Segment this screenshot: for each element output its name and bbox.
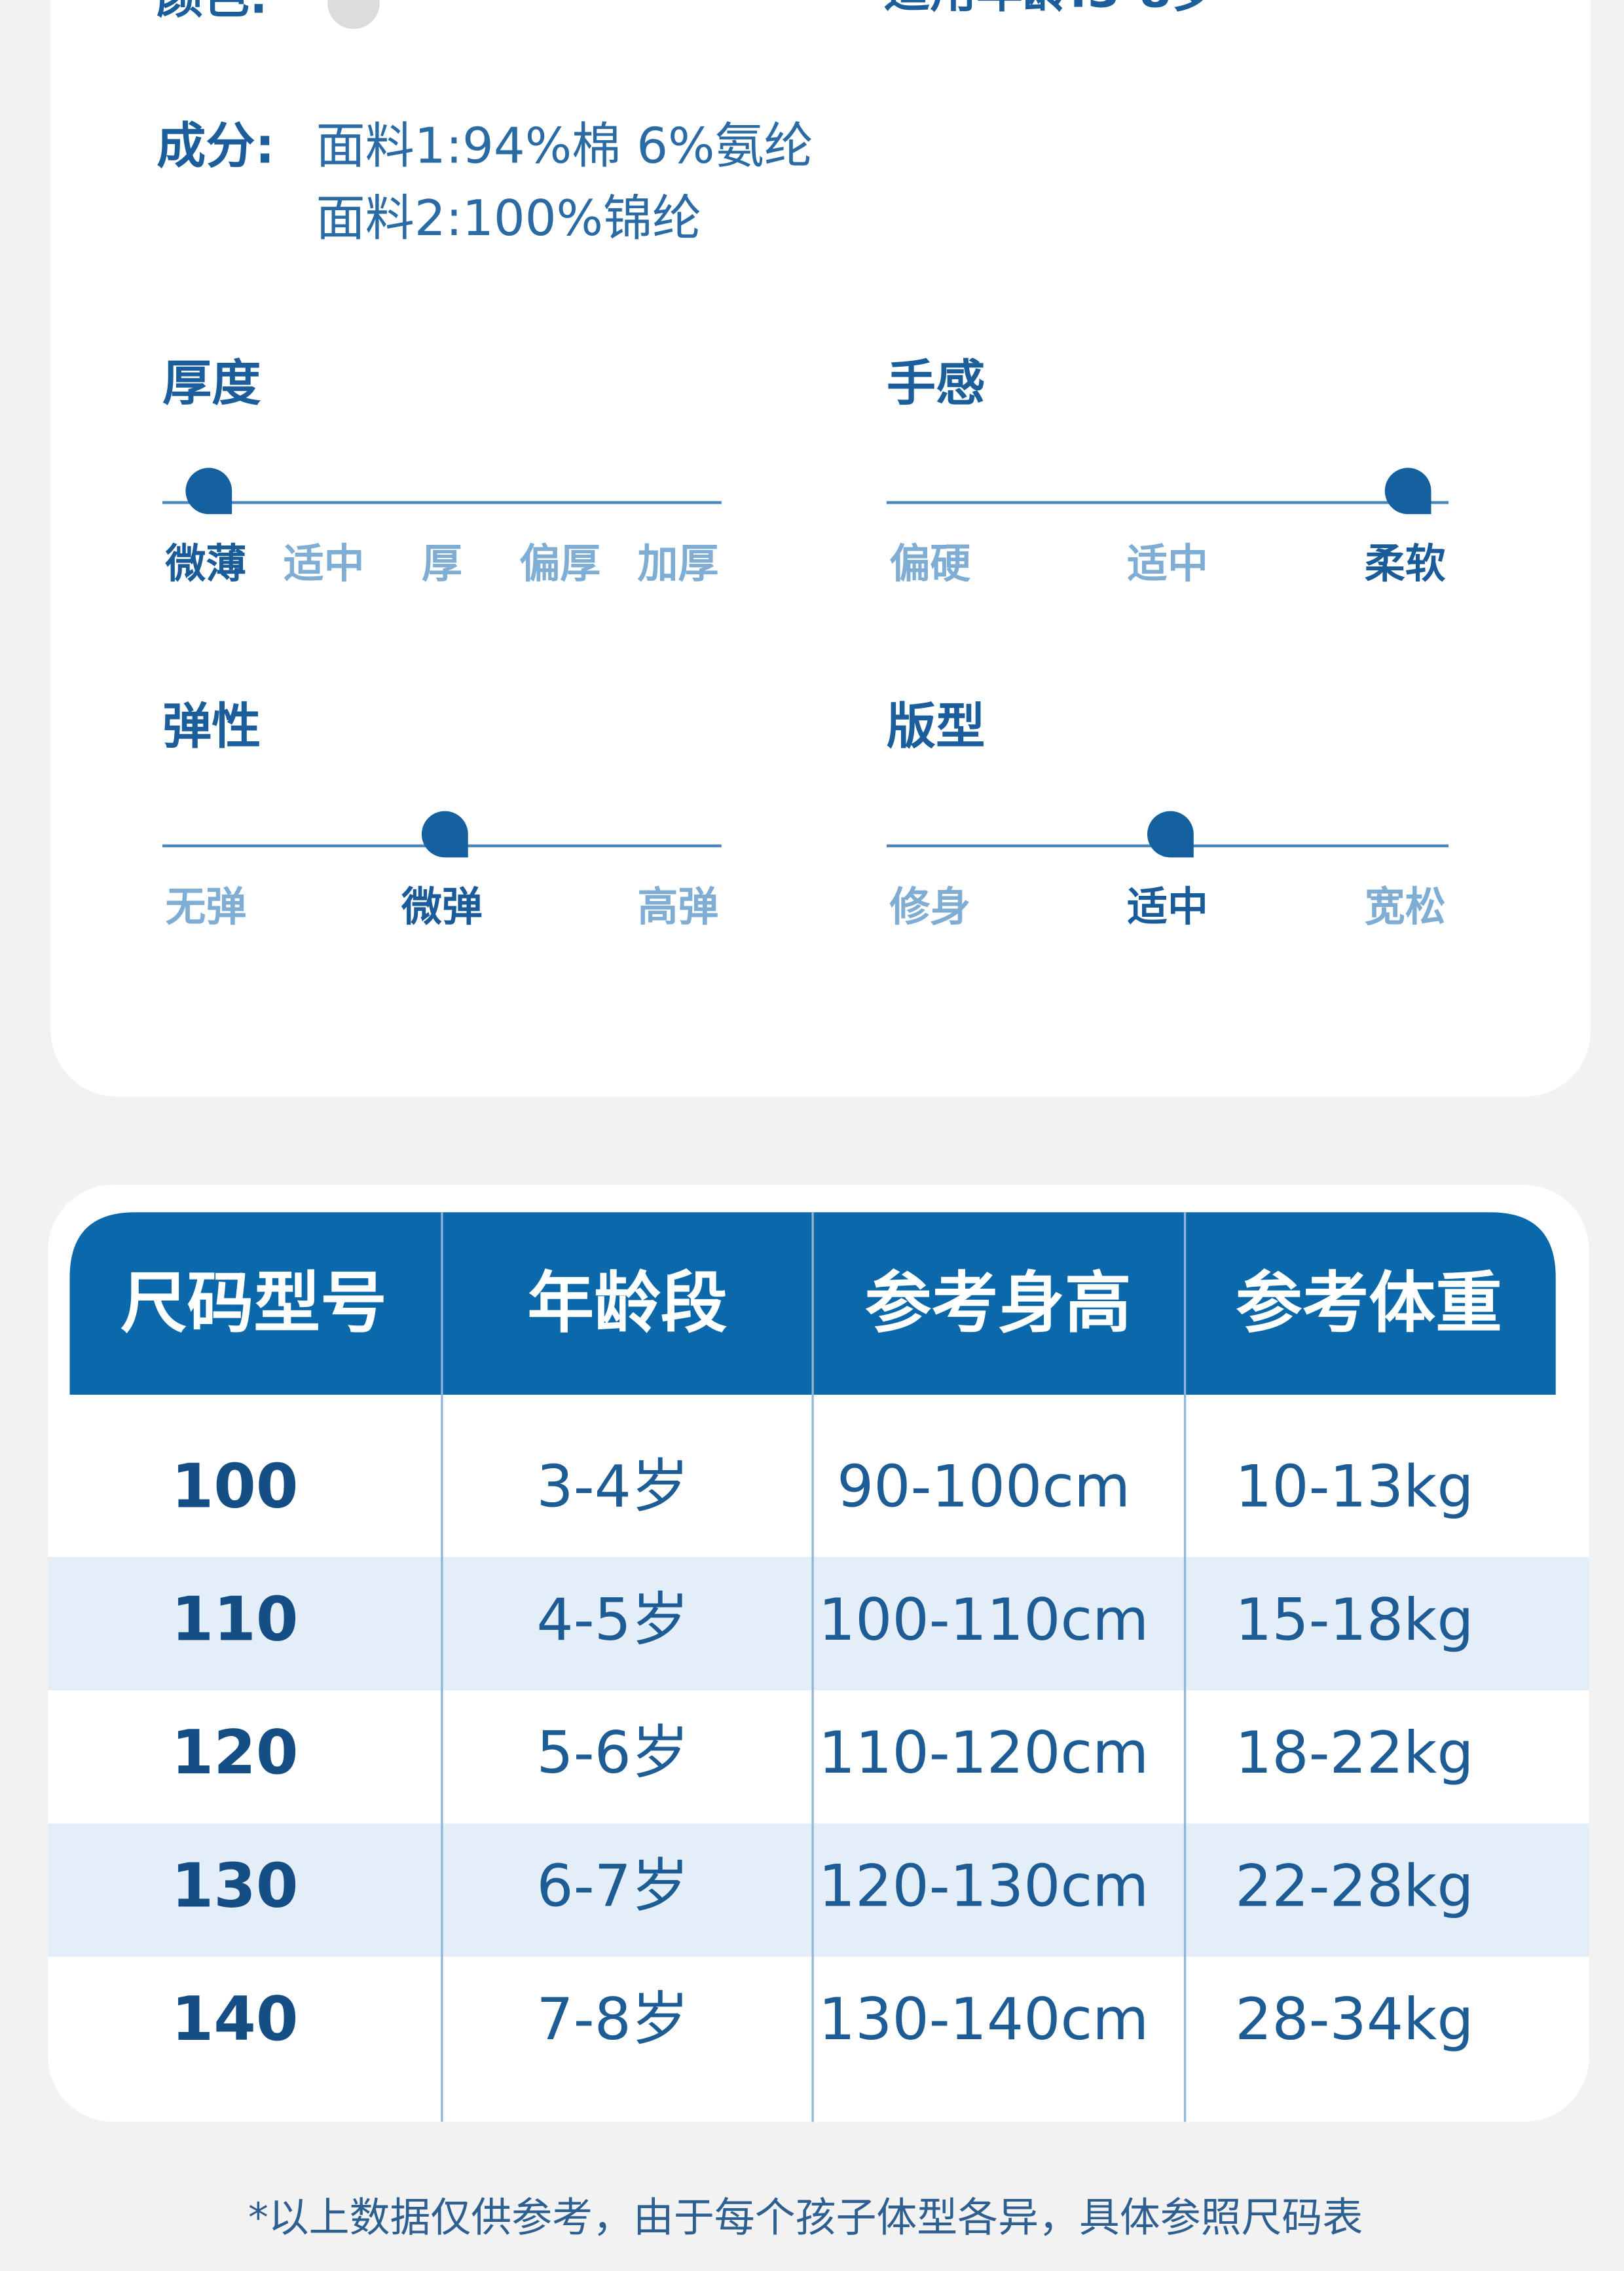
scale-option[interactable]: 适中 — [1127, 883, 1208, 931]
scale-title: 版型 — [887, 697, 985, 755]
color-label: 颜色: — [157, 0, 268, 24]
scale-option[interactable]: 宽松 — [1365, 883, 1446, 931]
table-cell: 100-110cm — [819, 1586, 1149, 1653]
scale-option[interactable]: 厚 — [422, 540, 462, 587]
color-swatch[interactable] — [327, 0, 380, 29]
fabric-card — [50, 0, 1591, 1097]
scale-option[interactable]: 高弹 — [638, 883, 719, 931]
scale-option[interactable]: 修身 — [889, 883, 970, 931]
scale-marker — [185, 468, 232, 515]
table-header: 尺码型号 — [120, 1265, 387, 1342]
footnote: *以上数据仅供参考，由于每个孩子体型各异，具体参照尺码表 — [248, 2194, 1363, 2242]
table-cell: 6-7岁 — [536, 1853, 689, 1920]
scale-title: 厚度 — [162, 354, 261, 412]
table-header: 年龄段 — [527, 1265, 727, 1342]
scale-option[interactable]: 偏厚 — [519, 540, 600, 587]
composition-line: 面料2:100%锦纶 — [316, 189, 701, 247]
table-cell: 130 — [172, 1851, 299, 1921]
scale-option[interactable]: 适中 — [1127, 540, 1208, 587]
scale-option[interactable]: 偏硬 — [889, 540, 970, 587]
table-cell: 10-13kg — [1235, 1452, 1473, 1520]
scale-option[interactable]: 微弹 — [401, 883, 483, 931]
table-header: 参考体重 — [1236, 1265, 1502, 1342]
scale-title: 弹性 — [162, 697, 261, 755]
table-cell: 22-28kg — [1235, 1853, 1473, 1920]
scale-option[interactable]: 加厚 — [638, 540, 719, 587]
table-cell: 4-5岁 — [536, 1586, 689, 1653]
scale-option[interactable]: 适中 — [284, 540, 365, 587]
scale-option[interactable]: 柔软 — [1365, 540, 1446, 587]
table-cell: 3-4岁 — [536, 1452, 689, 1520]
table-cell: 28-34kg — [1235, 1985, 1473, 2053]
table-cell: 110-120cm — [819, 1719, 1149, 1786]
scale-option[interactable]: 无弹 — [165, 883, 246, 931]
table-cell: 110 — [172, 1584, 299, 1655]
table-header: 参考身高 — [865, 1265, 1132, 1342]
scale-option[interactable]: 微薄 — [164, 540, 246, 587]
table-cell: 7-8岁 — [536, 1985, 689, 2053]
composition-line: 面料1:94%棉 6%氨纶 — [316, 117, 813, 174]
table-cell: 5-6岁 — [536, 1719, 689, 1786]
composition-label: 成分: — [157, 117, 274, 174]
table-cell: 18-22kg — [1235, 1719, 1473, 1786]
table-cell: 90-100cm — [837, 1452, 1130, 1520]
age-label: 适用年龄:3-8岁 — [883, 0, 1217, 18]
table-cell: 120 — [172, 1717, 299, 1788]
scale-title: 手感 — [887, 354, 985, 412]
scale-marker — [1384, 468, 1431, 515]
table-cell: 140 — [172, 1984, 299, 2054]
table-cell: 130-140cm — [819, 1985, 1149, 2053]
table-cell: 15-18kg — [1235, 1586, 1473, 1653]
table-cell: 100 — [172, 1450, 299, 1521]
row-stripe — [48, 1823, 1589, 1957]
table-cell: 120-130cm — [819, 1853, 1149, 1920]
scale-marker — [421, 811, 468, 858]
scale-marker — [1147, 811, 1194, 858]
row-stripe — [48, 1557, 1589, 1691]
